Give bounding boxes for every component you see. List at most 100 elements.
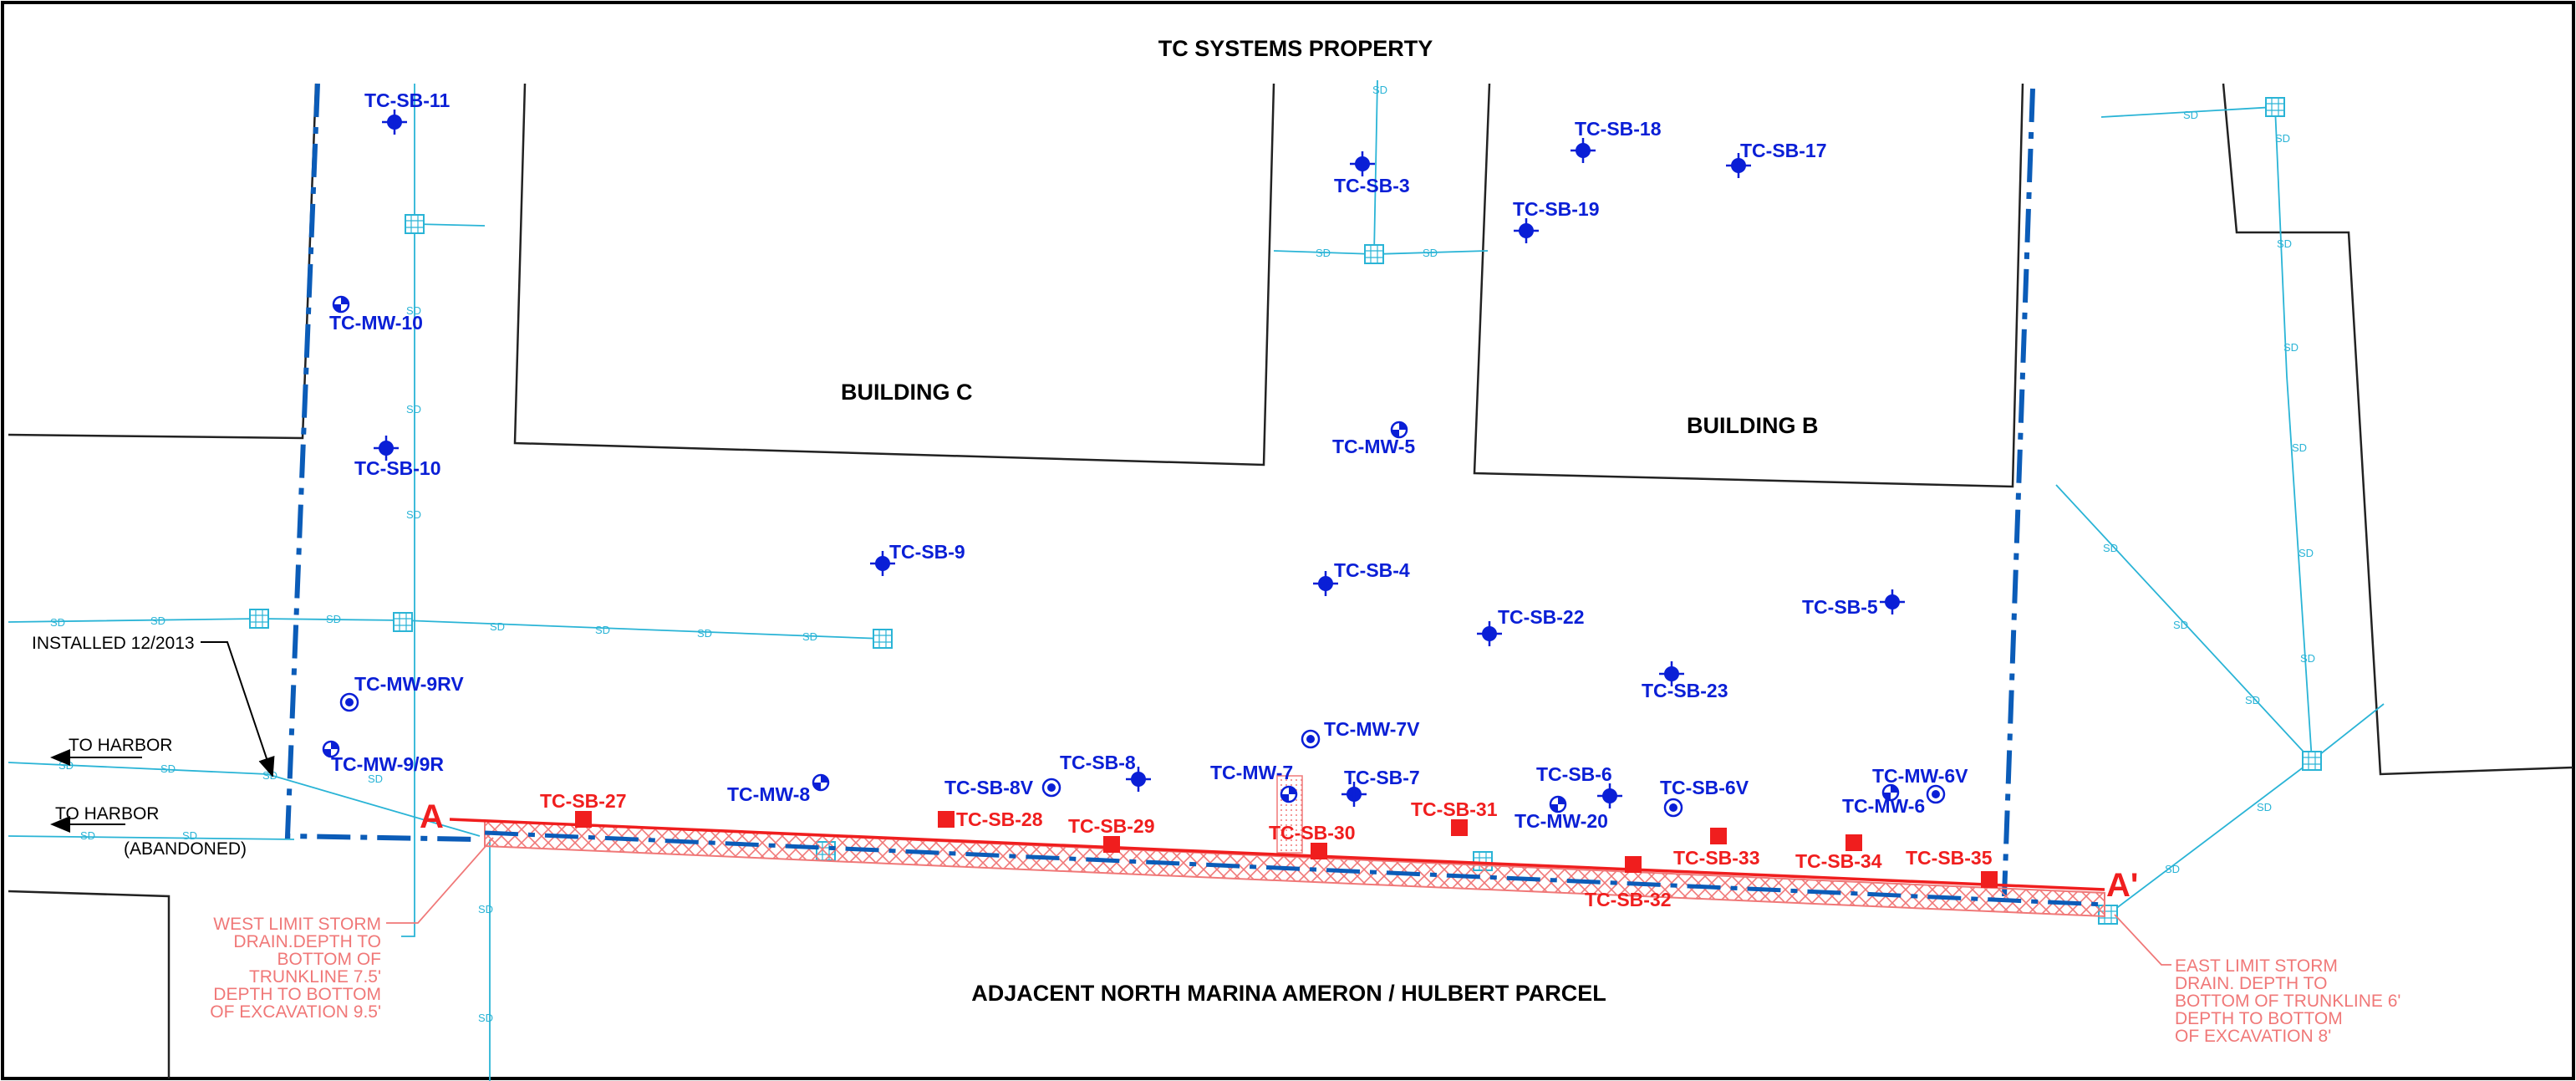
svg-text:SD: SD — [2173, 619, 2188, 631]
map-point-tc-sb-27[interactable]: TC-SB-27 — [540, 790, 627, 828]
map-point-tc-sb-3[interactable]: TC-SB-3 — [1334, 150, 1410, 196]
svg-text:TC-SB-8: TC-SB-8 — [1060, 752, 1136, 773]
parcel-outlines — [8, 83, 2573, 1078]
svg-text:SD: SD — [2292, 441, 2307, 454]
svg-text:SD: SD — [478, 903, 493, 915]
map-point-tc-sb-6[interactable]: TC-SB-6 — [1536, 763, 1624, 810]
svg-text:SD: SD — [1316, 247, 1331, 259]
svg-text:SD: SD — [478, 1012, 493, 1024]
map-point-tc-sb-8v[interactable]: TC-SB-8V — [944, 777, 1061, 798]
svg-text:SD: SD — [2277, 237, 2292, 250]
svg-text:SD: SD — [59, 759, 74, 772]
map-point-tc-mw-10[interactable]: TC-MW-10 — [329, 295, 423, 334]
svg-text:TC-MW-9RV: TC-MW-9RV — [354, 673, 464, 695]
map-point-tc-mw-20[interactable]: TC-MW-20 — [1515, 795, 1608, 832]
east-limit-callout: EAST LIMIT STORM DRAIN. DEPTH TO BOTTOM … — [2114, 914, 2400, 1046]
svg-text:TC-SB-30: TC-SB-30 — [1269, 822, 1356, 844]
section-start-label: A — [420, 798, 444, 835]
to-harbor-note-1: TO HARBOR — [69, 736, 172, 755]
svg-text:SD: SD — [50, 616, 65, 629]
map-point-tc-sb-17[interactable]: TC-SB-17 — [1724, 140, 1827, 180]
installed-note: INSTALLED 12/2013 — [32, 634, 195, 653]
svg-text:TC-SB-3: TC-SB-3 — [1334, 175, 1410, 196]
map-point-tc-sb-9[interactable]: TC-SB-9 — [868, 541, 965, 578]
map-point-tc-sb-22[interactable]: TC-SB-22 — [1475, 606, 1585, 648]
svg-text:SD: SD — [1372, 84, 1387, 96]
svg-text:TC-SB-22: TC-SB-22 — [1498, 606, 1585, 628]
svg-text:SD: SD — [368, 773, 383, 785]
svg-text:SD: SD — [2165, 863, 2180, 875]
west-limit-callout: WEST LIMIT STORM DRAIN.DEPTH TO BOTTOM O… — [210, 837, 494, 1022]
map-point-tc-sb-10[interactable]: TC-SB-10 — [354, 434, 441, 479]
svg-text:TC-SB-28: TC-SB-28 — [956, 808, 1043, 830]
svg-text:TC-SB-33: TC-SB-33 — [1673, 847, 1760, 869]
map-point-tc-sb-6v[interactable]: TC-SB-6V — [1660, 777, 1749, 818]
svg-text:SD: SD — [80, 829, 95, 842]
map-point-tc-mw-6[interactable]: TC-MW-6 — [1842, 783, 1925, 817]
svg-text:SD: SD — [802, 630, 817, 643]
map-point-tc-sb-19[interactable]: TC-SB-19 — [1512, 198, 1600, 245]
svg-text:TC-SB-34: TC-SB-34 — [1795, 850, 1882, 872]
property-title: TC SYSTEMS PROPERTY — [1158, 36, 1433, 61]
svg-text:DEPTH TO BOTTOM: DEPTH TO BOTTOM — [213, 985, 381, 1004]
svg-text:OF EXCAVATION 8': OF EXCAVATION 8' — [2175, 1027, 2331, 1046]
svg-text:DRAIN.DEPTH TO: DRAIN.DEPTH TO — [233, 932, 381, 951]
map-point-tc-sb-5[interactable]: TC-SB-5 — [1802, 588, 1907, 618]
building-c-label: BUILDING C — [841, 380, 973, 405]
svg-text:TC-SB-9: TC-SB-9 — [889, 541, 965, 563]
svg-text:TC-SB-23: TC-SB-23 — [1642, 680, 1728, 701]
svg-text:TC-SB-31: TC-SB-31 — [1411, 798, 1498, 820]
svg-text:EAST LIMIT STORM: EAST LIMIT STORM — [2175, 956, 2338, 976]
map-point-tc-sb-34[interactable]: TC-SB-34 — [1795, 834, 1882, 872]
svg-text:TC-SB-5: TC-SB-5 — [1802, 596, 1878, 618]
svg-text:TC-MW-5: TC-MW-5 — [1332, 436, 1415, 457]
property-lines — [284, 83, 2035, 897]
map-point-tc-sb-33[interactable]: TC-SB-33 — [1673, 828, 1760, 869]
map-point-tc-sb-30[interactable]: TC-SB-30 — [1269, 822, 1356, 859]
svg-text:SD: SD — [160, 762, 176, 775]
map-point-tc-mw-7[interactable]: TC-MW-7 — [1210, 762, 1298, 803]
map-point-tc-mw-9rv[interactable]: TC-MW-9RV — [339, 673, 464, 712]
svg-text:WEST LIMIT STORM: WEST LIMIT STORM — [213, 915, 381, 934]
map-point-tc-sb-32[interactable]: TC-SB-32 — [1585, 856, 1672, 910]
map-point-tc-mw-9-9r[interactable]: TC-MW-9/9R — [322, 740, 444, 775]
section-end-label: A' — [2106, 867, 2138, 904]
map-point-tc-sb-11[interactable]: TC-SB-11 — [364, 89, 450, 136]
svg-text:TC-SB-8V: TC-SB-8V — [944, 777, 1034, 798]
map-point-tc-sb-18[interactable]: TC-SB-18 — [1569, 118, 1662, 165]
svg-text:SD: SD — [697, 627, 712, 640]
svg-text:TC-MW-9/9R: TC-MW-9/9R — [331, 753, 444, 775]
svg-text:SD: SD — [406, 403, 421, 416]
map-point-tc-sb-23[interactable]: TC-SB-23 — [1642, 660, 1728, 701]
svg-text:SD: SD — [595, 624, 610, 636]
svg-text:SD: SD — [490, 620, 505, 633]
storm-drain-labels: SD SD SD SD SD SD SD SD SD SD SD SD SD S… — [50, 84, 2315, 1024]
monitoring-wells: TC-MW-10 TC-MW-9RV TC-MW-9/9R TC-MW-8 TC… — [322, 295, 1968, 832]
svg-text:BOTTOM OF TRUNKLINE 6': BOTTOM OF TRUNKLINE 6' — [2175, 992, 2400, 1011]
svg-text:SD: SD — [326, 613, 341, 625]
map-point-tc-sb-29[interactable]: TC-SB-29 — [1068, 815, 1155, 853]
svg-text:BOTTOM OF: BOTTOM OF — [277, 950, 381, 969]
map-point-tc-sb-28[interactable]: TC-SB-28 — [938, 808, 1043, 830]
map-point-tc-sb-31[interactable]: TC-SB-31 — [1411, 798, 1498, 836]
svg-text:TC-MW-6: TC-MW-6 — [1842, 795, 1925, 817]
svg-text:TC-SB-4: TC-SB-4 — [1334, 559, 1410, 581]
svg-text:SD: SD — [150, 614, 165, 627]
map-point-tc-mw-6v[interactable]: TC-MW-6V — [1872, 765, 1968, 804]
svg-text:DRAIN. DEPTH TO: DRAIN. DEPTH TO — [2175, 974, 2327, 993]
svg-text:TC-MW-6V: TC-MW-6V — [1872, 765, 1968, 787]
map-point-tc-sb-4[interactable]: TC-SB-4 — [1311, 559, 1410, 598]
svg-text:SD: SD — [406, 508, 421, 521]
map-point-tc-sb-7[interactable]: TC-SB-7 — [1340, 767, 1420, 808]
map-point-tc-mw-5[interactable]: TC-MW-5 — [1332, 421, 1415, 457]
map-point-tc-sb-8[interactable]: TC-SB-8 — [1060, 752, 1153, 793]
map-point-tc-mw-8[interactable]: TC-MW-8 — [727, 773, 830, 805]
map-point-tc-mw-7v[interactable]: TC-MW-7V — [1301, 718, 1420, 749]
map-point-tc-sb-35[interactable]: TC-SB-35 — [1906, 847, 1998, 888]
svg-text:DEPTH TO BOTTOM: DEPTH TO BOTTOM — [2175, 1009, 2343, 1028]
svg-text:SD: SD — [2257, 801, 2272, 813]
svg-text:TC-SB-17: TC-SB-17 — [1740, 140, 1827, 161]
svg-text:TC-MW-7: TC-MW-7 — [1210, 762, 1293, 783]
